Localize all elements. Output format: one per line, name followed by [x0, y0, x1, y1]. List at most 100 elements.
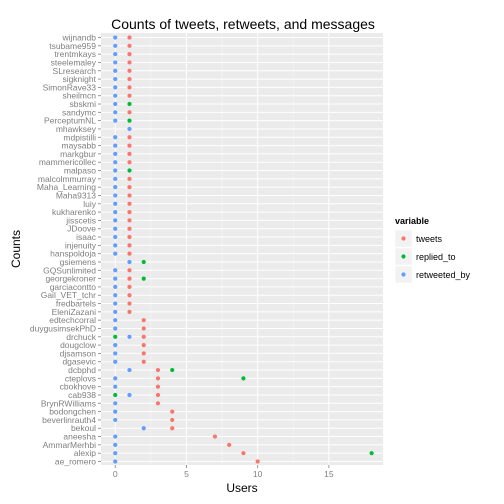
point-tweets — [127, 285, 131, 289]
x-axis-title: Users — [226, 481, 257, 495]
point-retweeted_by — [113, 160, 117, 164]
point-tweets — [127, 218, 131, 222]
y-tick-label: ae_romero — [55, 457, 96, 467]
point-retweeted_by — [113, 310, 117, 314]
point-retweeted_by — [113, 360, 117, 364]
point-retweeted_by — [113, 168, 117, 172]
point-retweeted_by — [127, 368, 131, 372]
point-retweeted_by — [113, 326, 117, 330]
point-tweets — [127, 252, 131, 256]
point-tweets — [127, 85, 131, 89]
point-retweeted_by — [113, 185, 117, 189]
point-retweeted_by — [113, 77, 117, 81]
point-retweeted_by — [113, 177, 117, 181]
point-tweets — [127, 152, 131, 156]
point-retweeted_by — [113, 193, 117, 197]
point-tweets — [127, 160, 131, 164]
point-tweets — [142, 360, 146, 364]
point-retweeted_by — [113, 276, 117, 280]
point-tweets — [127, 60, 131, 64]
point-retweeted_by — [127, 393, 131, 397]
point-retweeted_by — [113, 44, 117, 48]
x-tick-label: 15 — [324, 469, 334, 479]
point-retweeted_by — [127, 127, 131, 131]
point-retweeted_by — [113, 252, 117, 256]
point-retweeted_by — [113, 293, 117, 297]
point-replied_to — [370, 451, 374, 455]
point-tweets — [127, 235, 131, 239]
point-tweets — [156, 401, 160, 405]
point-tweets — [127, 301, 131, 305]
point-tweets — [127, 193, 131, 197]
x-tick-label: 0 — [113, 469, 118, 479]
point-tweets — [127, 135, 131, 139]
point-retweeted_by — [113, 102, 117, 106]
legend-label: replied_to — [416, 252, 456, 262]
point-replied_to — [127, 168, 131, 172]
point-tweets — [156, 368, 160, 372]
point-tweets — [127, 44, 131, 48]
point-retweeted_by — [113, 451, 117, 455]
point-retweeted_by — [113, 401, 117, 405]
point-retweeted_by — [113, 119, 117, 123]
plot-panel — [101, 33, 383, 465]
point-replied_to — [113, 393, 117, 397]
legend-swatch — [401, 254, 405, 258]
point-tweets — [127, 69, 131, 73]
point-retweeted_by — [113, 301, 117, 305]
point-retweeted_by — [113, 218, 117, 222]
x-tick-label: 10 — [253, 469, 263, 479]
point-retweeted_by — [113, 318, 117, 322]
point-retweeted_by — [113, 410, 117, 414]
point-tweets — [170, 426, 174, 430]
point-tweets — [127, 268, 131, 272]
point-tweets — [127, 52, 131, 56]
point-tweets — [127, 110, 131, 114]
point-tweets — [127, 202, 131, 206]
point-tweets — [127, 243, 131, 247]
point-retweeted_by — [113, 143, 117, 147]
point-retweeted_by — [113, 227, 117, 231]
point-retweeted_by — [113, 235, 117, 239]
point-retweeted_by — [113, 285, 117, 289]
legend-label: tweets — [416, 234, 443, 244]
point-retweeted_by — [113, 268, 117, 272]
point-replied_to — [241, 376, 245, 380]
point-replied_to — [127, 119, 131, 123]
point-retweeted_by — [113, 434, 117, 438]
point-replied_to — [142, 260, 146, 264]
point-tweets — [142, 351, 146, 355]
y-axis: wijnandbtsubame959trentmkayssteelemaleyS… — [30, 33, 101, 467]
point-tweets — [156, 376, 160, 380]
point-retweeted_by — [113, 385, 117, 389]
point-tweets — [127, 210, 131, 214]
point-retweeted_by — [113, 110, 117, 114]
point-retweeted_by — [113, 210, 117, 214]
point-tweets — [127, 276, 131, 280]
point-retweeted_by — [113, 376, 117, 380]
point-tweets — [156, 385, 160, 389]
point-retweeted_by — [113, 243, 117, 247]
point-tweets — [227, 443, 231, 447]
point-tweets — [156, 393, 160, 397]
x-tick-label: 5 — [184, 469, 189, 479]
point-replied_to — [113, 335, 117, 339]
point-retweeted_by — [113, 85, 117, 89]
point-tweets — [241, 451, 245, 455]
point-retweeted_by — [127, 260, 131, 264]
point-retweeted_by — [113, 135, 117, 139]
point-tweets — [127, 293, 131, 297]
point-retweeted_by — [113, 351, 117, 355]
point-retweeted_by — [127, 335, 131, 339]
point-replied_to — [142, 276, 146, 280]
point-tweets — [127, 35, 131, 39]
point-tweets — [142, 318, 146, 322]
point-retweeted_by — [113, 69, 117, 73]
point-replied_to — [127, 102, 131, 106]
legend-title: variable — [395, 216, 429, 226]
legend-label: retweeted_by — [416, 270, 471, 280]
point-retweeted_by — [113, 60, 117, 64]
point-tweets — [127, 177, 131, 181]
point-tweets — [127, 227, 131, 231]
